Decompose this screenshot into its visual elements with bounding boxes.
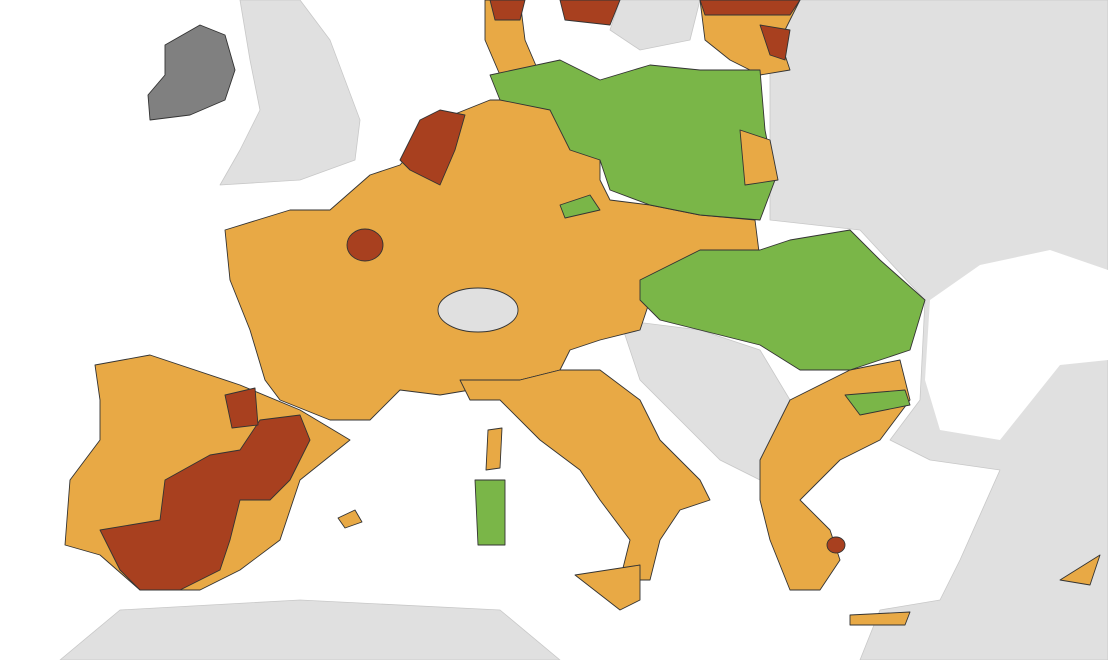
sweden-region — [559, 0, 621, 26]
denmark-region — [489, 0, 526, 21]
east-poland-region — [739, 129, 779, 186]
sardinia — [474, 479, 506, 546]
black-sea — [925, 250, 1108, 440]
netherlands — [399, 109, 466, 186]
north-africa — [59, 599, 561, 660]
corsica — [485, 427, 503, 471]
eu-regions — [64, 0, 1101, 626]
spain-north — [224, 387, 259, 429]
cyprus — [1059, 554, 1101, 586]
switzerland — [437, 287, 519, 333]
hungary-romania — [639, 229, 926, 371]
eastern-europe — [699, 0, 1108, 660]
spain-south-east — [99, 414, 311, 591]
bulgaria-region — [844, 389, 911, 416]
poland-east-germany — [489, 59, 776, 221]
czech-region — [559, 194, 601, 219]
paris-region — [346, 228, 384, 262]
attica — [826, 536, 846, 554]
latvia-region — [759, 24, 791, 61]
sicily — [574, 564, 641, 611]
finland-region — [699, 0, 801, 16]
italy — [459, 369, 711, 581]
non-eu-land — [59, 0, 1108, 660]
balearics — [337, 509, 363, 529]
britain — [219, 0, 361, 186]
norway — [609, 0, 701, 51]
ireland — [147, 24, 236, 121]
crete — [849, 611, 911, 626]
greece-bulgaria — [759, 359, 911, 591]
